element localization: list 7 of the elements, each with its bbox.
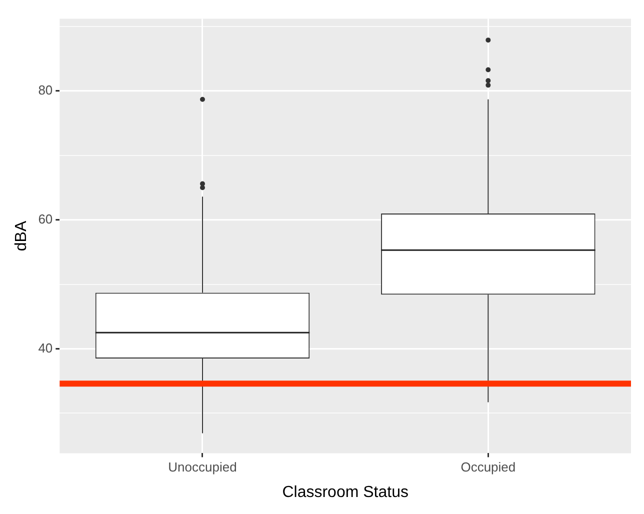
x-axis-title: Classroom Status xyxy=(282,484,408,501)
x-tick-label: Unoccupied xyxy=(168,460,237,475)
y-tick-label: 40 xyxy=(38,340,53,356)
y-tick-label: 60 xyxy=(38,211,53,226)
y-tick-label: 80 xyxy=(38,82,53,98)
x-tick-label: Occupied xyxy=(460,460,516,475)
y-axis-title: dBA xyxy=(13,220,30,252)
